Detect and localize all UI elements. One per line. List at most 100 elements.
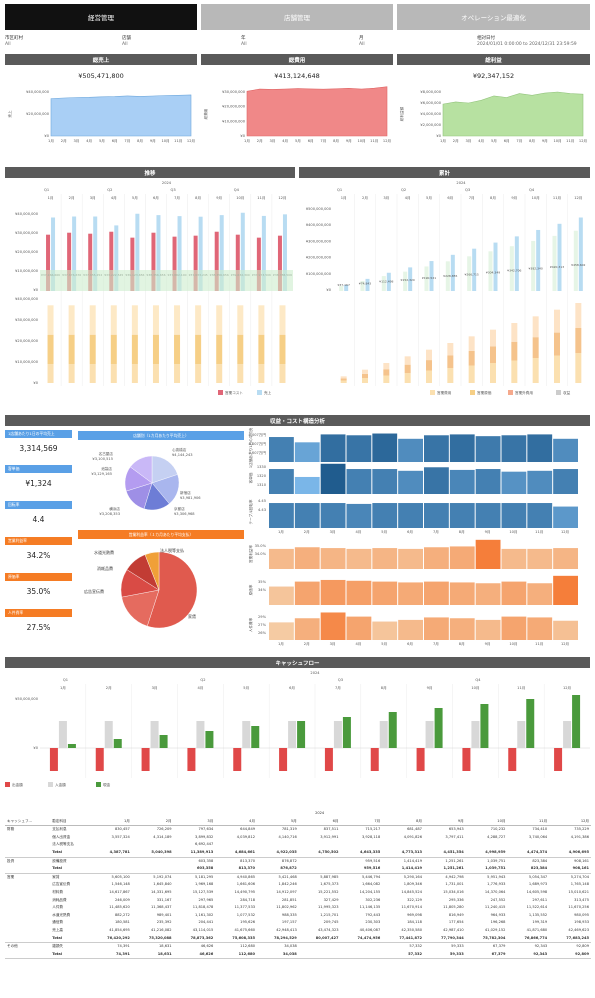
kpi-month-label: 8月 [529, 138, 535, 143]
legend-swatch [556, 390, 561, 395]
kpi-ytick: ¥10,000,000 [222, 119, 246, 123]
cf-in-bar [471, 721, 480, 748]
month-label: 8月 [195, 195, 201, 200]
stack-bar-1 [110, 364, 117, 383]
kpi-ylabel: 総利益額 [399, 106, 404, 121]
kpi-ytick: ¥20,000,000 [222, 105, 246, 109]
filter-year-select[interactable]: All [241, 42, 247, 47]
filter-city-select[interactable]: All [5, 42, 11, 47]
analysis-month-label: 5月 [381, 529, 387, 534]
quarter-label: Q4 [234, 188, 240, 192]
cum-stack-3 [554, 309, 560, 333]
filter-month-select[interactable]: All [359, 42, 365, 47]
cum-stack-3 [532, 316, 539, 338]
filter-store-select[interactable]: All [122, 42, 128, 47]
analysis-month-label: 12月 [561, 641, 569, 646]
stack-bar-3 [174, 305, 181, 335]
store-pie-label: 池袋店 [101, 466, 112, 471]
stack-bar-3 [131, 305, 138, 335]
table-row: その他 雑損失 74,391 18,631 46,626 112,680 34,038 57,… [7, 944, 589, 949]
table-row: 法人税等支払 6,692,447 [52, 842, 214, 847]
blue-heat-bar [449, 434, 475, 462]
tab-operation-optimization[interactable]: オペレーション最適化 [397, 4, 590, 30]
cum-data-label: ¥420,313 [550, 265, 564, 269]
cum-cost-bar [424, 266, 429, 291]
cum-stack-3 [340, 376, 347, 379]
cum-data-label: ¥74,843 [359, 281, 371, 285]
filter-city-label: 市区町村 [5, 36, 23, 41]
orange-row-tick: 26% [258, 631, 267, 635]
store-pie-value: ¥3,208,353 [99, 512, 120, 516]
cf-in-bar [425, 721, 434, 748]
table-row: 通信費 180,581 235,392 204,441 195,626 197,157 20… [52, 920, 589, 925]
cf-legend-swatch [96, 782, 101, 787]
month-label: 6月 [153, 195, 159, 200]
blue-heat-bar [294, 442, 320, 462]
cum-data-label: ¥266,715 [465, 272, 479, 276]
cum-data-label: ¥112,498 [379, 280, 393, 284]
analysis-month-label: 10月 [509, 641, 517, 646]
trend-ytick: ¥0 [33, 288, 38, 292]
month-label: 5月 [132, 195, 138, 200]
kpi-month-label: 9月 [542, 138, 548, 143]
filter-date-range[interactable]: 2024/01/01 0:00:00 to 2024/12/31 23:59:5… [477, 42, 577, 47]
kpi-ytick: ¥20,000,000 [26, 112, 50, 116]
cf-cash-bar [480, 704, 489, 748]
cum-cost-bar [552, 235, 557, 291]
kpi-area [246, 86, 388, 137]
blue-heat-bar [269, 503, 294, 528]
store-pie-value: ¥3,100,515 [92, 457, 113, 461]
table-row: 水道光熱費 882,272 989,401 1,161,302 1,077,532 988… [52, 912, 589, 917]
analysis-month-label: 4月 [355, 529, 361, 534]
cum-sales-bar [472, 248, 477, 291]
cf-cash-bar [434, 708, 443, 748]
stack-bar-2 [152, 334, 159, 365]
table-year-row: 2024 [315, 811, 325, 815]
table-row: 投資 設備投資 603,358 813,370 876,872 959,516 1,414,… [7, 858, 589, 863]
cum-sales-bar [344, 284, 349, 291]
orange-heat-bar [269, 622, 294, 640]
cashflow-header: キャッシュフロー [5, 657, 590, 668]
quarter-label: Q4 [529, 188, 535, 192]
cum-stack-3 [575, 303, 582, 328]
store-pie-slice [130, 455, 153, 484]
cum-stack-3 [447, 343, 454, 356]
orange-heat-bar [475, 539, 501, 569]
analysis-month-label: 12月 [561, 529, 569, 534]
kpi-month-label: 7月 [516, 138, 522, 143]
kpi-month-label: 11月 [370, 138, 378, 143]
cf-out-bar [279, 748, 288, 771]
sales-bar [114, 225, 119, 291]
orange-heat-bar [294, 547, 320, 569]
cf-month-label: 2月 [106, 685, 112, 690]
orange-row-label: 営業利益率 [248, 545, 253, 563]
cum-data-label: ¥304,349 [486, 270, 500, 274]
kpi-ylabel: 売上 [7, 110, 12, 118]
table-row: 広告宣伝費 1,546,148 1,645,840 1,969,168 1,661,60… [52, 882, 589, 887]
tab-store-management[interactable]: 店舗管理 [201, 4, 393, 30]
orange-heat-bar [449, 618, 475, 640]
analysis-month-label: 6月 [407, 529, 413, 534]
stack-bar-3 [258, 305, 265, 335]
month-label: 3月 [383, 195, 389, 200]
cum-stack-2 [447, 355, 454, 368]
orange-heat-bar [553, 575, 578, 605]
table-row: 材料費 14,617,867 14,331,695 15,127,539 14,490,… [52, 889, 589, 894]
cf-quarter-label: Q3 [338, 678, 343, 682]
quarter-label: Q3 [171, 188, 176, 192]
month-label: 1月 [341, 195, 347, 200]
blue-heat-bar [320, 434, 346, 462]
store-pie-value: ¥4,144,243 [172, 453, 193, 457]
table-row: 財務 支払利息 830,457 726,209 797,634 644,849 781,31… [7, 827, 589, 832]
legend-swatch-cost [218, 390, 223, 395]
analysis-month-label: 11月 [535, 641, 543, 646]
analysis-kpi-value: 34.2% [26, 551, 51, 560]
table-row: Total 603,358 813,370 876,872 959,516 1,414,4… [5, 865, 591, 874]
expense-pie-label: 法人税等支払 [160, 547, 184, 553]
tab-management[interactable]: 経営管理 [5, 4, 197, 30]
expense-pie-label: 水道光熱費 [94, 549, 114, 555]
orange-heat-bar [449, 546, 475, 569]
blue-heat-bar [527, 470, 553, 494]
trend-header: 推移 [5, 167, 295, 178]
legend-sales: 売上 [264, 390, 272, 395]
